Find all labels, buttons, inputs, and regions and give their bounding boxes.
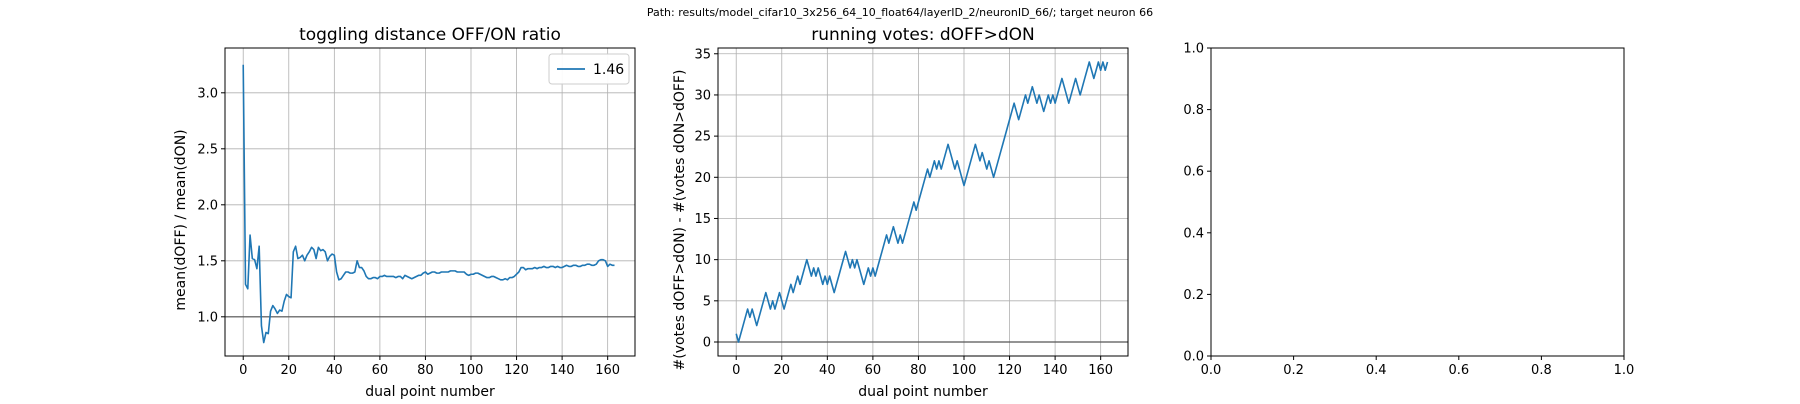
chart-title: toggling distance OFF/ON ratio — [299, 25, 561, 45]
y-tick-label: 0 — [703, 336, 711, 351]
y-tick-label: 1.0 — [1183, 42, 1204, 57]
y-tick-label: 0.0 — [1183, 350, 1204, 365]
x-tick-label: 40 — [819, 363, 836, 378]
y-tick-label: 1.0 — [197, 310, 218, 325]
x-tick-label: 0.6 — [1448, 363, 1469, 378]
x-tick-label: 0.4 — [1366, 363, 1387, 378]
x-tick-label: 140 — [550, 363, 575, 378]
series-line — [735, 61, 1109, 343]
y-tick-label: 3.0 — [197, 86, 218, 101]
series-line — [242, 64, 615, 344]
y-tick-label: 5 — [703, 294, 711, 309]
y-tick-label: 0.8 — [1183, 103, 1204, 118]
x-tick-label: 80 — [417, 363, 434, 378]
legend-box — [548, 53, 630, 85]
axes-frame — [717, 47, 1129, 357]
x-tick-label: 20 — [281, 363, 298, 378]
x-tick-label: 120 — [504, 363, 529, 378]
x-tick-label: 160 — [1088, 363, 1113, 378]
y-tick-label: 0.6 — [1183, 165, 1204, 180]
x-tick-label: 100 — [952, 363, 977, 378]
x-tick-label: 160 — [595, 363, 620, 378]
chart-panel-empty: 0.0 0.2 0.4 0.6 0.8 1.0 0.0 0.2 0.4 0.6 0.8 1.0 — [1183, 42, 1634, 379]
x-tick-label: 60 — [865, 363, 882, 378]
y-tick-label: 0.4 — [1183, 226, 1204, 241]
x-tick-label: 80 — [910, 363, 927, 378]
legend-label: 1.46 — [593, 62, 624, 78]
y-axis-label: mean(dOFF) / mean(dON) — [173, 129, 189, 310]
chart-panel-ratio: toggling distance OFF/ON ratio dual poin… — [173, 25, 636, 400]
y-tick-label: 35 — [694, 47, 711, 62]
chart-title: running votes: dOFF>dON — [811, 25, 1034, 45]
x-tick-label: 1.0 — [1614, 363, 1635, 378]
axes-frame — [1210, 47, 1625, 357]
x-tick-label: 0.8 — [1531, 363, 1552, 378]
y-tick-label: 15 — [694, 212, 711, 227]
figure-suptitle: Path: results/model_cifar10_3x256_64_10_… — [647, 6, 1153, 19]
y-tick-label: 10 — [694, 253, 711, 268]
axes-frame — [224, 47, 636, 357]
x-tick-label: 20 — [774, 363, 791, 378]
x-axis-label: dual point number — [858, 384, 988, 400]
x-axis-label: dual point number — [365, 384, 495, 400]
y-axis-label: #(votes dOFF>dON) - #(votes dON>dOFF) — [672, 70, 688, 371]
x-tick-label: 120 — [997, 363, 1022, 378]
y-tick-label: 20 — [694, 171, 711, 186]
x-tick-label: 0 — [732, 363, 740, 378]
chart-panel-votes: running votes: dOFF>dON dual point numbe… — [672, 25, 1129, 400]
x-tick-label: 140 — [1043, 363, 1068, 378]
y-tick-label: 2.5 — [197, 142, 218, 157]
x-tick-label: 40 — [326, 363, 343, 378]
x-tick-label: 100 — [459, 363, 484, 378]
y-tick-label: 2.0 — [197, 198, 218, 213]
x-tick-label: 60 — [372, 363, 389, 378]
y-tick-label: 25 — [694, 130, 711, 145]
x-tick-label: 0.0 — [1201, 363, 1222, 378]
x-tick-label: 0.2 — [1283, 363, 1304, 378]
x-tick-label: 0 — [239, 363, 247, 378]
y-tick-label: 1.5 — [197, 254, 218, 269]
y-tick-label: 30 — [694, 88, 711, 103]
y-tick-label: 0.2 — [1183, 288, 1204, 303]
